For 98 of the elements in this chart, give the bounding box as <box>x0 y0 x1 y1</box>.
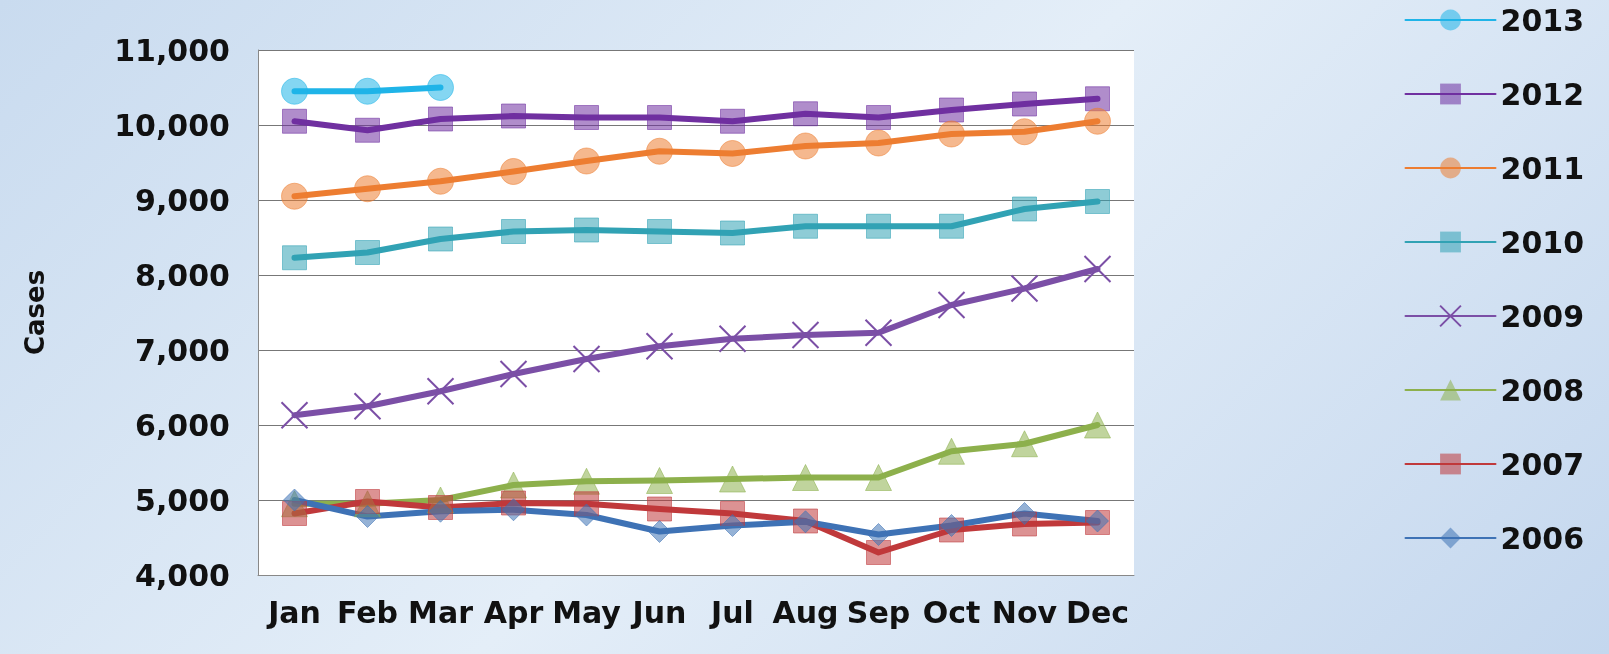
y-tick-label: 4,000 <box>135 557 230 593</box>
point <box>866 540 891 565</box>
legend-label: 2006 <box>1500 520 1584 556</box>
point <box>791 321 820 349</box>
point <box>864 318 893 347</box>
point <box>793 213 818 239</box>
point <box>647 105 672 130</box>
point <box>938 120 965 148</box>
legend-label: 2008 <box>1500 372 1584 408</box>
point <box>573 147 600 175</box>
point <box>1010 274 1039 303</box>
y-tick-label: 11,000 <box>114 32 230 68</box>
legend-label: 2011 <box>1500 150 1584 186</box>
point <box>937 291 966 319</box>
point <box>574 105 599 130</box>
y-tick-label: 9,000 <box>135 182 230 218</box>
point <box>575 503 598 527</box>
legend-label: 2013 <box>1500 2 1584 38</box>
point <box>1011 430 1038 458</box>
point <box>353 392 382 421</box>
point <box>939 213 964 239</box>
y-tick-label: 5,000 <box>135 482 230 518</box>
point <box>720 108 745 134</box>
x-tick-label: Sep <box>846 594 911 630</box>
point <box>793 101 818 127</box>
point <box>501 103 526 129</box>
x-tick-label: Jun <box>630 594 687 630</box>
point <box>354 175 381 203</box>
point <box>1084 107 1111 135</box>
point <box>354 77 381 105</box>
point <box>282 245 307 271</box>
point <box>865 129 892 157</box>
point <box>718 324 747 353</box>
point <box>866 105 891 130</box>
legend-label: 2007 <box>1500 446 1584 482</box>
point <box>281 182 308 210</box>
point <box>574 217 599 243</box>
point <box>792 132 819 160</box>
point <box>866 213 891 239</box>
y-axis-title: Cases <box>20 269 50 356</box>
point <box>647 219 672 244</box>
x-tick-label: Dec <box>1065 594 1130 630</box>
point <box>1083 255 1112 283</box>
x-tick-label: Aug <box>772 594 839 630</box>
point <box>647 496 672 522</box>
point <box>500 158 527 185</box>
y-tick-label: 8,000 <box>135 257 230 293</box>
point <box>719 140 746 167</box>
x-tick-label: May <box>552 594 622 630</box>
point <box>281 77 308 105</box>
point <box>355 240 380 265</box>
x-tick-label: Mar <box>408 594 474 630</box>
point <box>502 498 525 522</box>
x-tick-label: Oct <box>922 594 981 630</box>
point <box>1011 118 1038 146</box>
point <box>648 520 671 543</box>
x-tick-label: Jul <box>709 594 754 630</box>
x-tick-label: Feb <box>336 594 399 630</box>
point <box>1084 411 1111 439</box>
x-tick-label: Nov <box>991 594 1058 630</box>
point <box>719 465 746 493</box>
point <box>940 514 963 537</box>
point <box>427 74 454 101</box>
point <box>721 514 744 537</box>
point <box>1013 502 1036 525</box>
y-tick-label: 6,000 <box>135 407 230 443</box>
legend-label: 2010 <box>1500 224 1584 260</box>
legend-label: 2012 <box>1500 76 1584 112</box>
y-tick-label: 10,000 <box>114 107 230 143</box>
point <box>1085 86 1110 112</box>
point <box>720 220 745 246</box>
point <box>938 437 965 465</box>
point <box>428 226 453 252</box>
point <box>280 401 309 430</box>
point <box>572 345 601 373</box>
point <box>428 106 453 132</box>
point <box>499 360 528 388</box>
point <box>939 97 964 123</box>
point <box>283 488 306 512</box>
point <box>427 167 454 195</box>
point <box>646 467 673 494</box>
y-tick-label: 7,000 <box>135 332 230 368</box>
x-tick-label: Apr <box>483 594 544 630</box>
point <box>1012 196 1037 222</box>
point <box>355 117 380 143</box>
legend-label: 2009 <box>1500 298 1584 334</box>
point <box>356 505 379 528</box>
point <box>645 332 674 361</box>
point <box>865 464 892 491</box>
point <box>426 377 455 406</box>
point <box>1012 91 1037 117</box>
point <box>282 108 307 134</box>
point <box>867 523 890 546</box>
point <box>1085 189 1110 214</box>
point <box>646 137 673 165</box>
point <box>501 219 526 244</box>
point <box>792 464 819 491</box>
x-tick-label: Jan <box>266 594 321 630</box>
